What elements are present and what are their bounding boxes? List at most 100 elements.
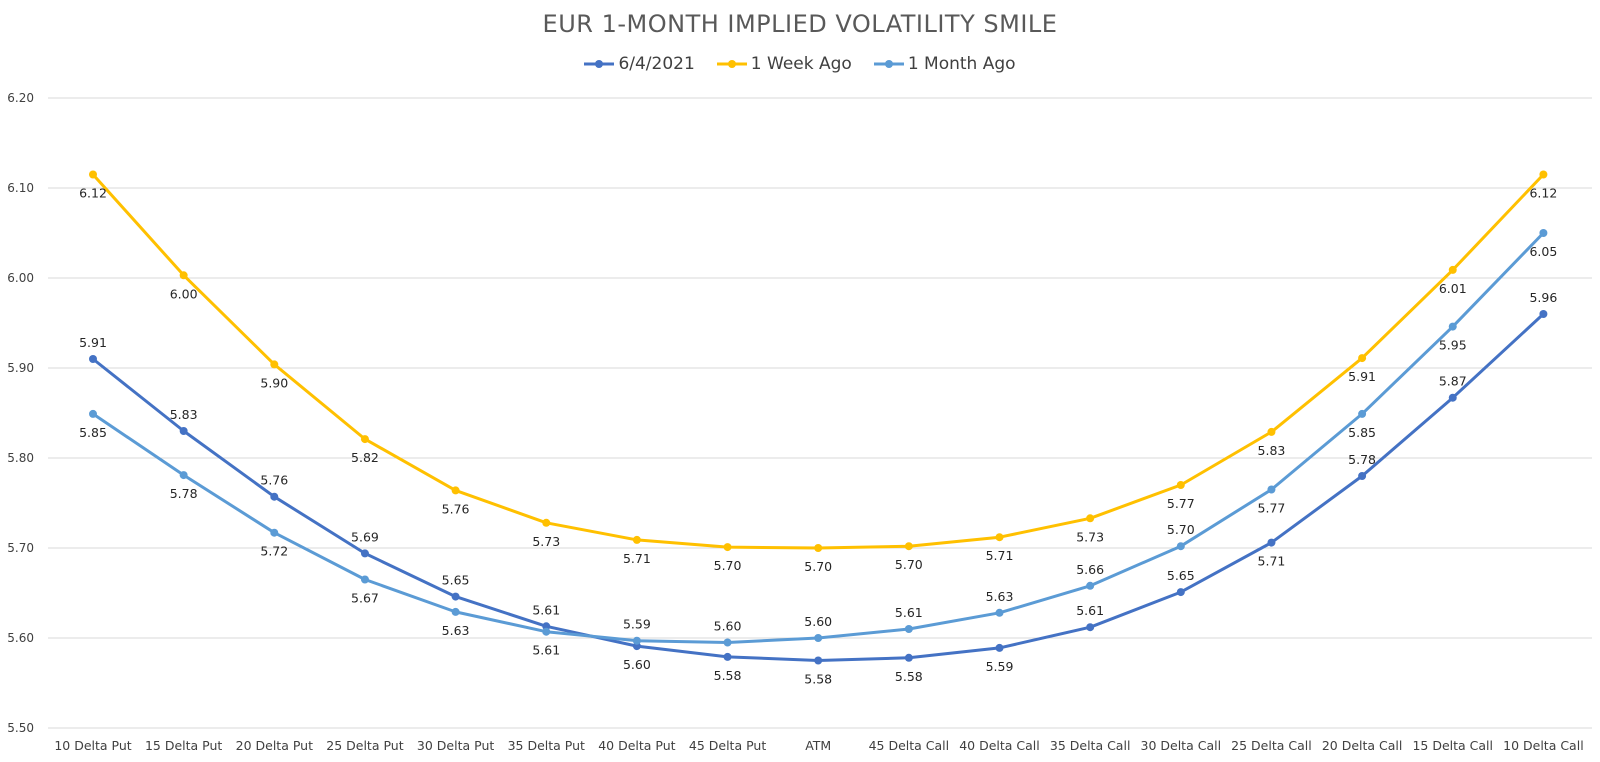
data-point [179, 471, 188, 480]
data-label: 5.76 [260, 473, 288, 488]
x-tick-label: 10 Delta Call [1503, 738, 1584, 753]
x-tick-label: 15 Delta Put [145, 738, 222, 753]
x-tick-label: 45 Delta Put [689, 738, 766, 753]
legend-item-series-2[interactable]: 1 Week Ago [716, 54, 852, 74]
data-label: 6.05 [1529, 244, 1557, 259]
data-label: 5.65 [1167, 568, 1195, 583]
data-label: 5.65 [442, 573, 470, 588]
data-label: 5.73 [532, 534, 560, 549]
data-label: 5.60 [623, 657, 651, 672]
data-label: 5.71 [1258, 554, 1286, 569]
data-label: 6.12 [79, 186, 107, 201]
data-point [360, 575, 369, 584]
x-tick-label: 40 Delta Put [598, 738, 675, 753]
legend-label: 1 Week Ago [750, 54, 852, 74]
data-point [1176, 481, 1185, 489]
data-label: 5.63 [442, 623, 470, 638]
data-point [1086, 581, 1095, 590]
data-label: 5.85 [79, 425, 107, 440]
data-label: 5.69 [351, 529, 379, 544]
y-tick-label: 5.50 [7, 721, 34, 735]
data-label: 5.70 [804, 559, 832, 574]
data-label: 5.70 [714, 558, 742, 573]
x-tick-label: 15 Delta Call [1412, 738, 1493, 753]
data-point [1086, 623, 1095, 632]
data-label: 6.01 [1439, 281, 1467, 296]
data-label: 5.83 [170, 407, 198, 422]
data-point [1448, 393, 1457, 402]
legend-label: 1 Month Ago [907, 54, 1016, 74]
data-point [1267, 485, 1276, 494]
data-point [179, 427, 188, 435]
legend-marker-series-2 [716, 60, 747, 68]
x-tick-label: ATM [805, 738, 831, 753]
data-point [89, 355, 97, 363]
legend-dot [727, 60, 736, 68]
data-point [451, 486, 460, 495]
y-tick-label: 6.10 [7, 181, 34, 195]
legend-marker-series-1 [584, 60, 615, 68]
data-point [1358, 354, 1367, 363]
data-label: 5.70 [1167, 522, 1195, 537]
data-point [1358, 409, 1367, 418]
data-label: 5.61 [532, 602, 560, 617]
data-point [904, 625, 913, 633]
data-label: 5.73 [1076, 529, 1104, 544]
data-label: 5.61 [1076, 603, 1104, 618]
data-label: 5.76 [442, 501, 470, 516]
legend-marker-series-3 [873, 60, 904, 68]
series-line-1 [92, 312, 1545, 662]
data-label: 5.71 [623, 551, 651, 566]
data-label: 6.00 [170, 286, 198, 301]
data-point [451, 607, 460, 616]
data-point [1267, 538, 1276, 547]
legend-item-series-3[interactable]: 1 Month Ago [873, 54, 1016, 74]
data-label: 5.96 [1529, 290, 1557, 305]
data-point [89, 409, 97, 418]
y-tick-label: 5.80 [7, 451, 34, 465]
series-line-2 [91, 173, 1545, 550]
data-point [451, 592, 460, 601]
data-label: 5.95 [1439, 338, 1467, 353]
data-point [542, 518, 551, 527]
data-point [1448, 322, 1457, 331]
data-label: 5.63 [986, 589, 1014, 604]
data-label: 5.67 [351, 591, 379, 606]
data-point [723, 638, 732, 647]
data-point [904, 653, 913, 662]
chart-title: EUR 1-MONTH IMPLIED VOLATILITY SMILE [542, 10, 1058, 38]
data-label: 5.87 [1439, 374, 1467, 389]
y-tick-label: 6.00 [7, 271, 34, 285]
data-point [1539, 310, 1548, 318]
data-point [995, 608, 1004, 617]
data-point [814, 634, 823, 642]
data-point [1267, 427, 1276, 436]
data-point [179, 271, 188, 280]
x-tick-label: 30 Delta Call [1141, 738, 1222, 753]
x-tick-label: 20 Delta Call [1322, 738, 1403, 753]
data-label: 5.61 [895, 605, 923, 620]
data-point [632, 535, 641, 544]
data-label: 5.58 [804, 672, 832, 687]
y-tick-label: 6.20 [7, 91, 34, 105]
data-label: 5.90 [260, 375, 288, 390]
data-point [904, 542, 913, 551]
y-tick-label: 5.70 [7, 541, 34, 555]
series-line-3 [92, 231, 1545, 644]
data-point [1086, 514, 1095, 523]
x-tick-label: 35 Delta Call [1050, 738, 1131, 753]
x-tick-label: 45 Delta Call [869, 738, 950, 753]
data-label: 5.78 [1348, 452, 1376, 467]
data-point [89, 170, 97, 179]
data-point [360, 435, 369, 444]
x-tick-label: 40 Delta Call [959, 738, 1040, 753]
data-label: 5.61 [532, 643, 560, 658]
data-point [1176, 588, 1185, 597]
legend-item-series-1[interactable]: 6/4/2021 [584, 54, 695, 74]
data-point [360, 549, 369, 558]
x-tick-label: 30 Delta Put [417, 738, 494, 753]
legend-label: 6/4/2021 [618, 54, 695, 74]
data-point [270, 492, 279, 501]
y-tick-label: 5.90 [7, 361, 34, 375]
